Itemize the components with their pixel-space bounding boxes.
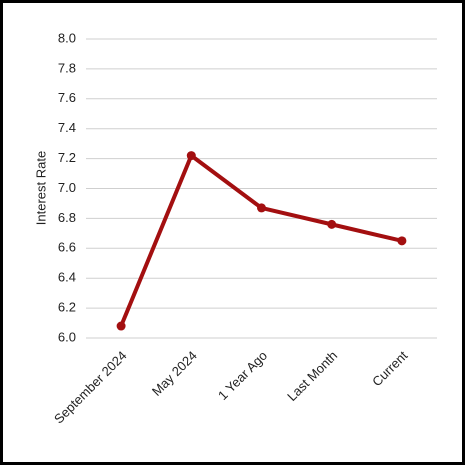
y-tick-label: 6.4 [58,270,76,285]
y-tick-label: 7.6 [58,90,76,105]
y-tick-label: 6.2 [58,300,76,315]
y-tick-label: 6.6 [58,240,76,255]
y-tick-label: 7.0 [58,180,76,195]
y-axis-label: Interest Rate [33,151,48,225]
y-tick-label: 7.8 [58,60,76,75]
y-tick-label: 7.4 [58,120,76,135]
y-tick-label: 8.0 [58,30,76,45]
point [397,236,407,246]
y-tick-label: 7.2 [58,150,76,165]
y-tick-label: 6.8 [58,210,76,225]
y-tick-label: 6.0 [58,329,76,344]
point [327,219,337,229]
point [257,203,266,213]
point [116,321,126,331]
point [186,151,196,161]
